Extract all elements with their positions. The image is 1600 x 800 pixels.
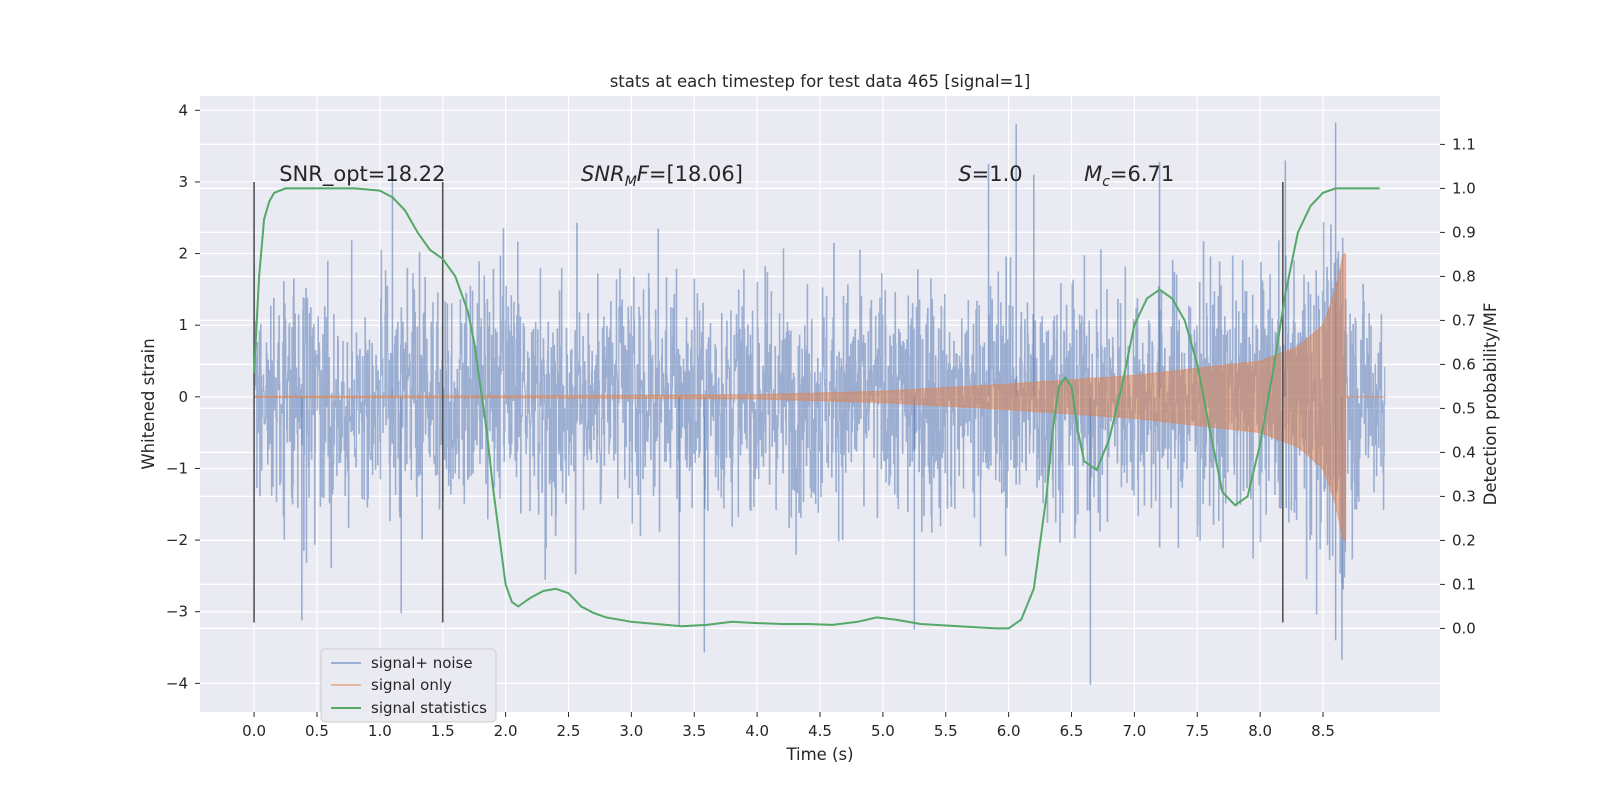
- annotation-1: SNRMF=[18.06]: [581, 162, 743, 190]
- legend-label-signal-only: signal only: [371, 676, 452, 694]
- x-tick-label: 2.0: [494, 722, 518, 740]
- series-signal-statistics: [253, 187, 1380, 630]
- legend: signal+ noise signal only signal statist…: [320, 648, 497, 723]
- x-tick-label: 0.5: [305, 722, 329, 740]
- y2-tick-label: 1.0: [1452, 179, 1476, 197]
- x-axis-label: Time (s): [785, 745, 853, 764]
- annotations: SNR_opt=18.22 SNRMF=[18.06] S=1.0 Mc=6.71: [279, 162, 1174, 190]
- y2-axis-ticks: 0.0 0.1 0.2 0.3 0.4 0.5 0.6 0.7 0.8 0.9 1.0 1.1: [1440, 135, 1476, 637]
- x-tick-label: 6.5: [1060, 722, 1084, 740]
- y-tick-label: −2: [166, 531, 188, 549]
- y-tick-label: −3: [166, 603, 188, 621]
- y-tick-label: 4: [178, 101, 188, 119]
- annotation-2: S=1.0: [958, 162, 1022, 186]
- x-tick-label: 3.5: [682, 722, 706, 740]
- x-tick-label: 1.5: [431, 722, 455, 740]
- y2-tick-label: 0.3: [1452, 487, 1476, 505]
- y-tick-label: 2: [178, 245, 188, 263]
- x-tick-label: 5.0: [871, 722, 895, 740]
- legend-label-signal-noise: signal+ noise: [371, 654, 473, 672]
- y2-tick-label: 0.9: [1452, 223, 1476, 241]
- y2-tick-label: 0.0: [1452, 619, 1476, 637]
- annotation-3: Mc=6.71: [1084, 162, 1174, 190]
- x-tick-label: 7.0: [1122, 722, 1146, 740]
- y-tick-label: 0: [178, 388, 188, 406]
- y2-axis-label: Detection probability/MF: [1481, 303, 1500, 506]
- chart-title: stats at each timestep for test data 465…: [610, 72, 1031, 91]
- signal-statistics-line: [253, 187, 1380, 630]
- x-tick-label: 4.0: [745, 722, 769, 740]
- y2-tick-label: 0.5: [1452, 399, 1476, 417]
- annotation-0: SNR_opt=18.22: [279, 162, 445, 187]
- y-tick-label: 1: [178, 316, 188, 334]
- signal-only-chirp: [253, 252, 1347, 541]
- legend-box: [320, 648, 497, 723]
- y2-tick-label: 0.4: [1452, 443, 1476, 461]
- y2-tick-label: 0.1: [1452, 575, 1476, 593]
- y2-tick-label: 1.1: [1452, 135, 1476, 153]
- x-tick-label: 3.0: [619, 722, 643, 740]
- x-tick-label: 0.0: [242, 722, 266, 740]
- y-tick-label: 3: [178, 173, 188, 191]
- y2-tick-label: 0.2: [1452, 531, 1476, 549]
- y2-tick-label: 0.7: [1452, 311, 1476, 329]
- x-tick-label: 2.5: [557, 722, 581, 740]
- x-tick-label: 4.5: [808, 722, 832, 740]
- y-axis-ticks: −4 −3 −2 −1 0 1 2 3 4: [166, 101, 200, 692]
- x-tick-label: 6.0: [997, 722, 1021, 740]
- x-tick-label: 7.5: [1185, 722, 1209, 740]
- x-tick-label: 1.0: [368, 722, 392, 740]
- y2-tick-label: 0.8: [1452, 267, 1476, 285]
- series-signal-only: [253, 252, 1385, 541]
- x-axis-ticks: 0.0 0.5 1.0 1.5 2.0 2.5 3.0 3.5 4.0 4.5 5.0 5.5 6.0 6…: [242, 712, 1335, 740]
- y-tick-label: −1: [166, 459, 188, 477]
- x-tick-label: 8.5: [1311, 722, 1335, 740]
- segment-vlines: [253, 181, 1284, 623]
- legend-label-signal-statistics: signal statistics: [371, 699, 487, 717]
- x-tick-label: 8.0: [1248, 722, 1272, 740]
- y-tick-label: −4: [166, 674, 188, 692]
- y-axis-label: Whitened strain: [139, 338, 158, 469]
- x-tick-label: 5.5: [934, 722, 958, 740]
- y2-tick-label: 0.6: [1452, 355, 1476, 373]
